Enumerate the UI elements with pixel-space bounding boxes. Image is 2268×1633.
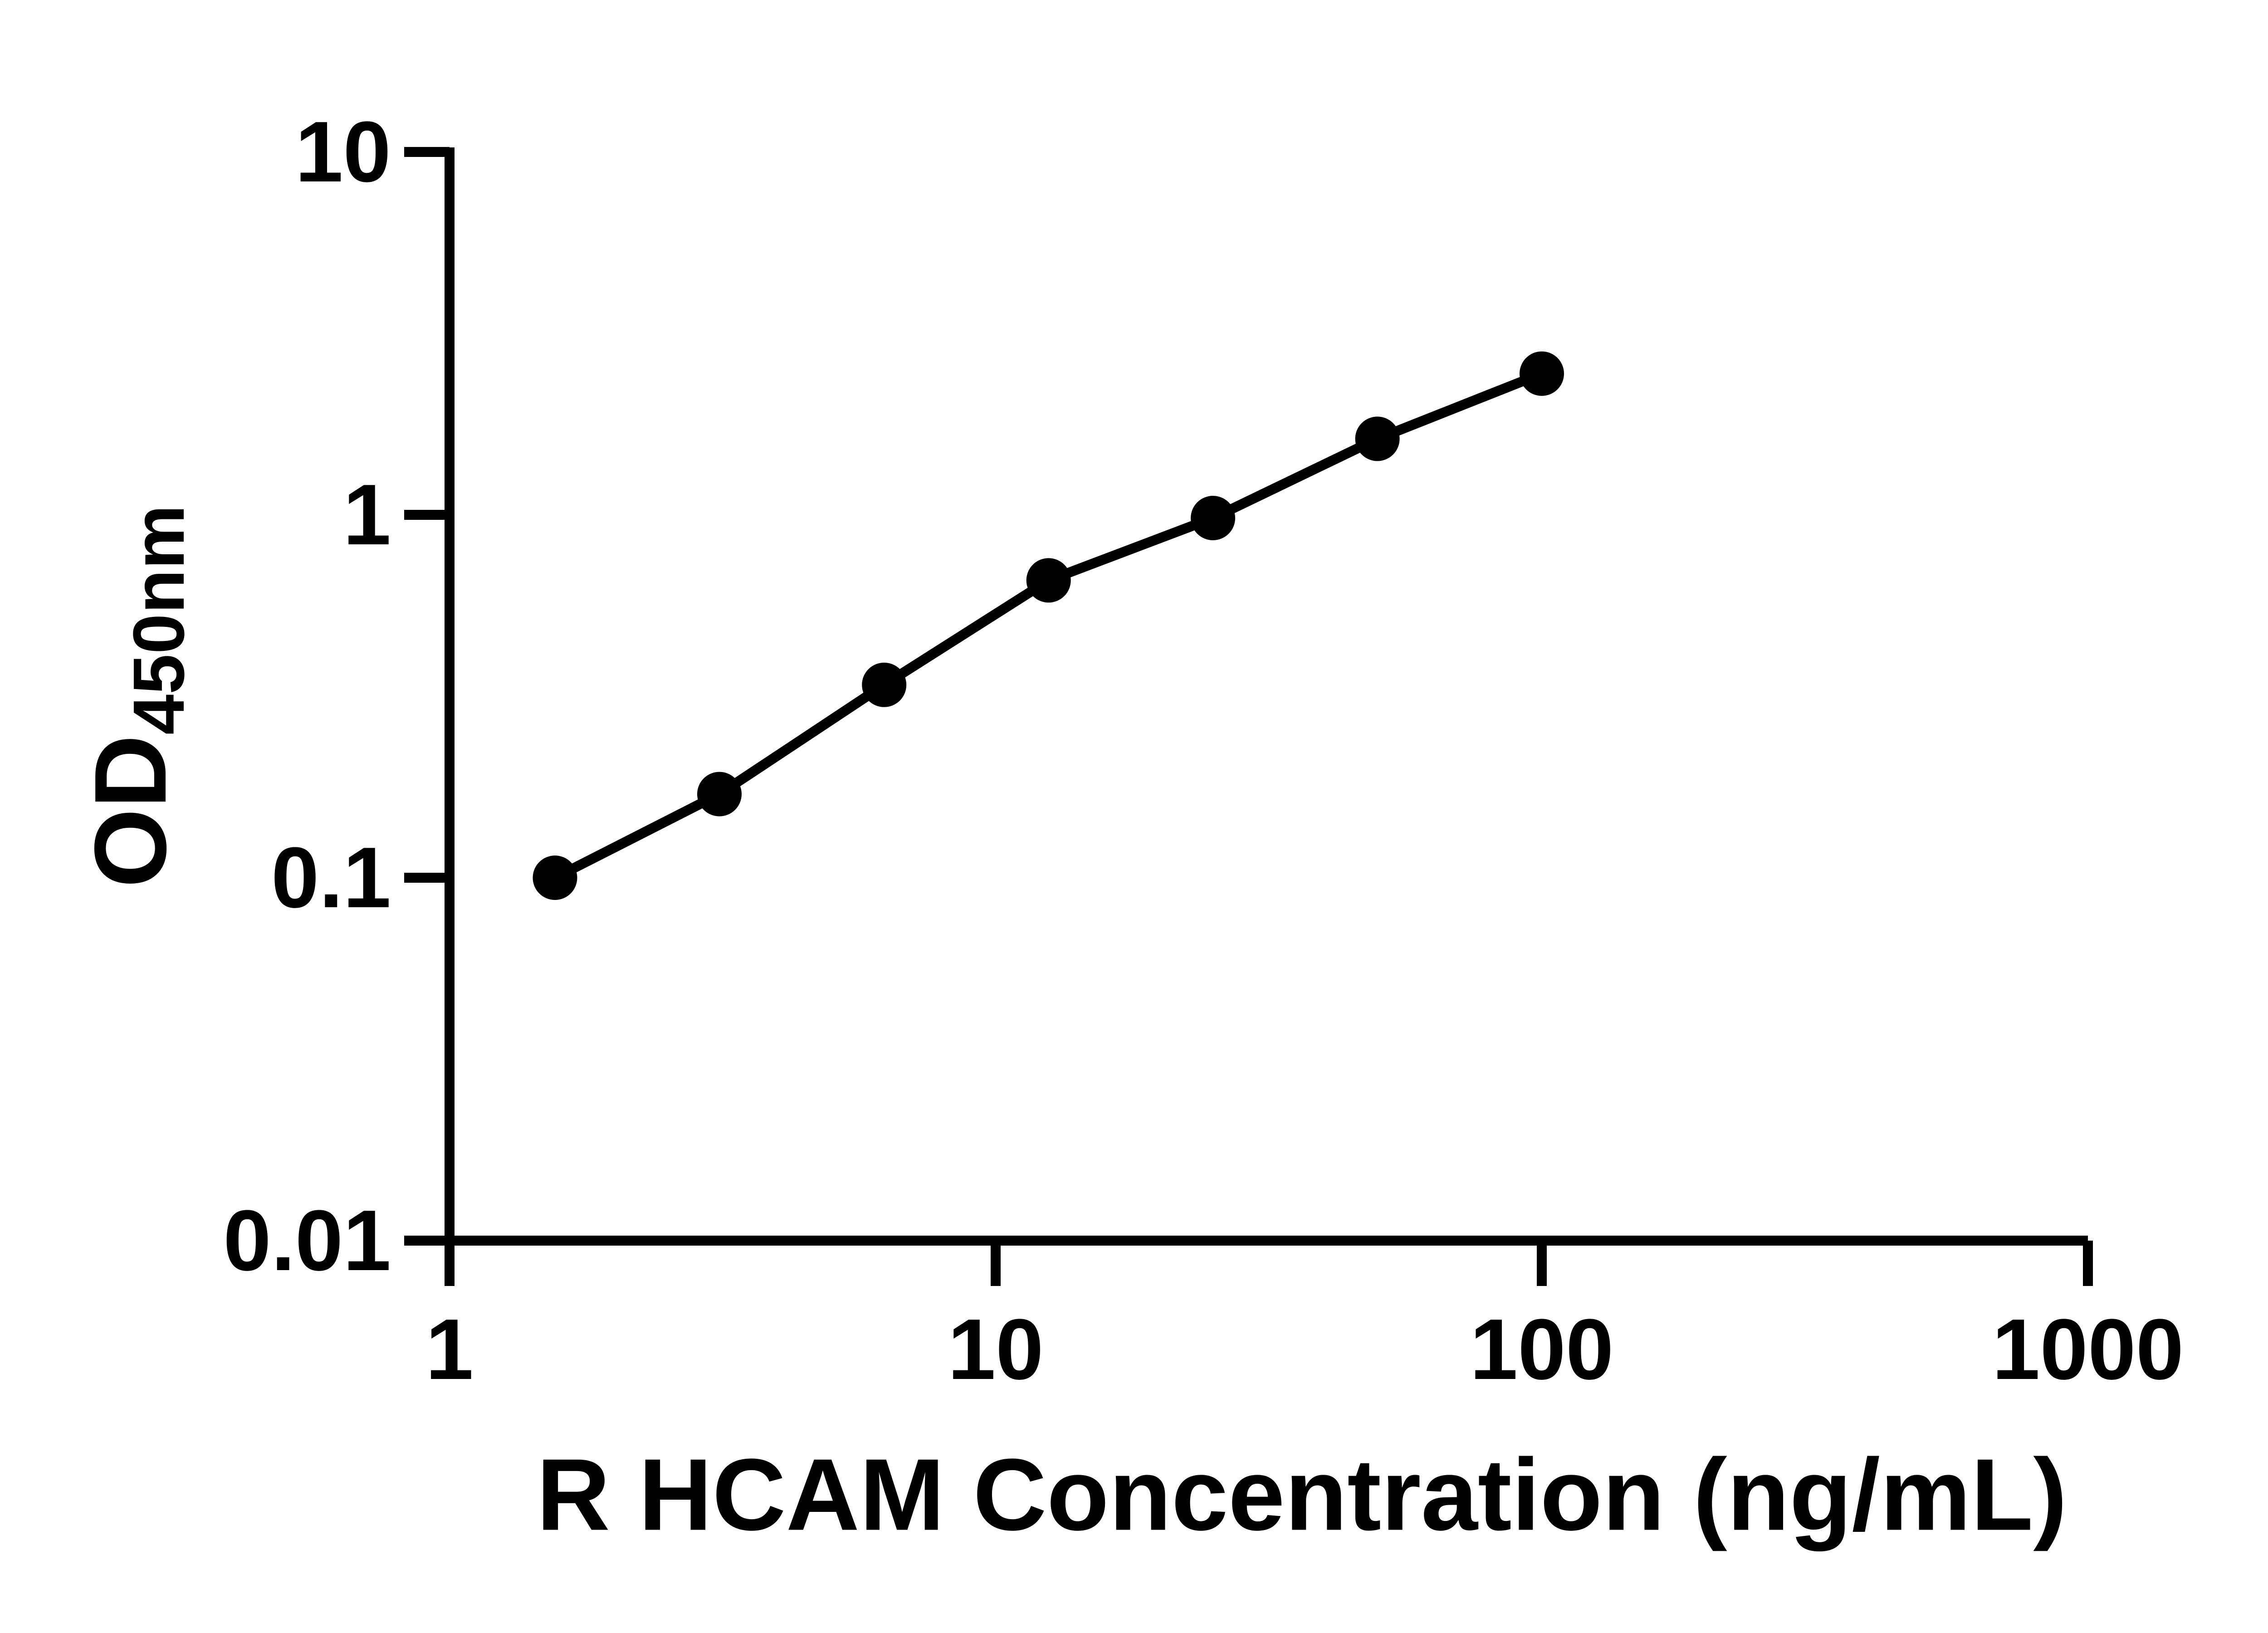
x-axis-title: R HCAM Concentration (ng/mL) (536, 1437, 2068, 1552)
data-point-1.56 (533, 856, 577, 900)
data-point-50 (1355, 416, 1400, 461)
data-point-25 (1191, 496, 1236, 540)
x-tick-label-1: 1 (425, 1301, 474, 1398)
y-axis-title-subscript: 450nm (118, 504, 199, 735)
x-tick-label-10: 10 (948, 1301, 1044, 1398)
points-group (533, 351, 1564, 900)
y-axis-title: OD450nm (72, 505, 200, 888)
y-tick-label-0.01: 0.01 (223, 1193, 391, 1289)
axes-group (404, 147, 2093, 1286)
y-axis-title-main: OD (73, 734, 187, 888)
data-point-3.12 (697, 772, 742, 816)
y-tick-label-1: 1 (343, 467, 391, 563)
axis-lines (445, 147, 2088, 1246)
x-tick-label-1000: 1000 (1992, 1301, 2184, 1398)
data-point-6.25 (862, 662, 907, 707)
data-point-100 (1520, 351, 1564, 396)
y-tick-label-0.1: 0.1 (271, 830, 391, 926)
data-point-12.5 (1026, 558, 1071, 603)
y-tick-label-10: 10 (295, 104, 391, 200)
x-tick-label-100: 100 (1470, 1301, 1614, 1398)
